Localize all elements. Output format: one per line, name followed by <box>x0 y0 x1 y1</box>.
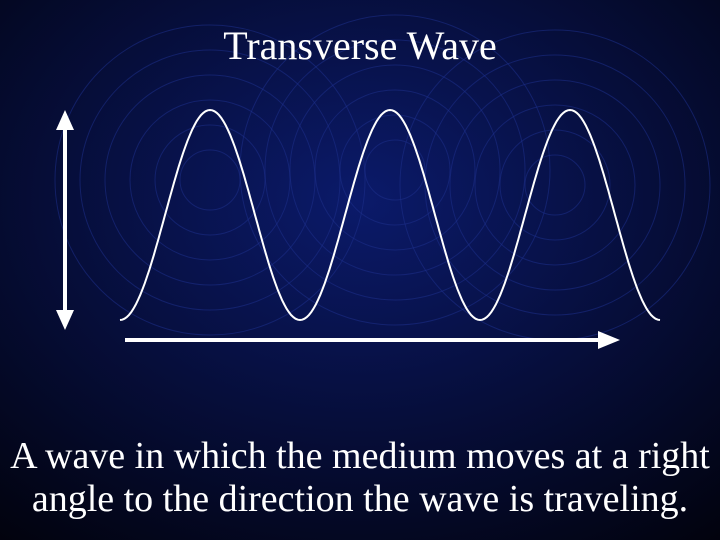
slide-stage: Transverse Wave A wave in which the medi… <box>0 0 720 540</box>
sine-wave <box>120 110 660 320</box>
slide-caption: A wave in which the medium moves at a ri… <box>0 435 720 522</box>
medium-arrow-head-down <box>56 310 74 330</box>
medium-arrow-head-up <box>56 110 74 130</box>
direction-arrow-head <box>598 331 620 349</box>
